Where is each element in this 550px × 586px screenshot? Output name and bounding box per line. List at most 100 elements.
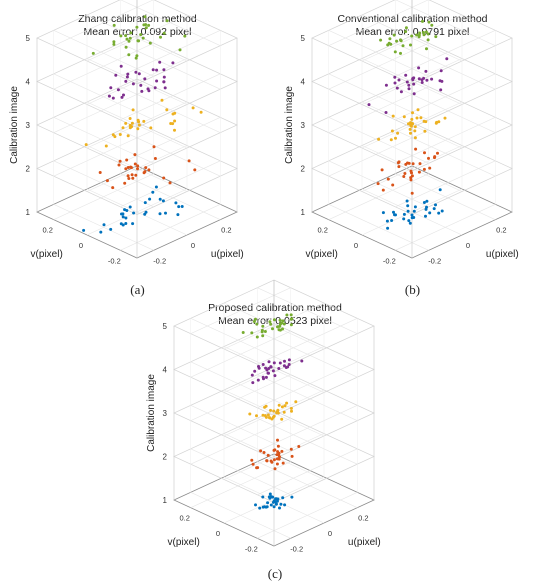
data-point [283,404,287,408]
data-point [268,320,272,324]
data-point [416,108,420,112]
data-point [158,212,162,216]
data-point [410,117,414,121]
data-point [180,205,184,208]
data-point [141,36,145,40]
data-point [130,125,134,129]
data-point [436,151,439,155]
data-point [261,334,265,338]
data-point [136,118,140,122]
data-point [130,121,134,125]
u-tick-label: -0.2 [153,256,166,265]
data-point [124,79,128,83]
data-point [278,506,281,510]
data-point [131,222,135,226]
data-point [281,461,285,465]
data-point [163,86,167,90]
data-point [443,116,447,120]
data-point [109,86,113,90]
data-point [275,457,279,461]
data-point [403,172,407,175]
data-point [123,181,127,185]
data-point [127,39,131,43]
data-point [162,68,166,72]
data-point [282,410,286,414]
u-tick-label: 0.2 [358,514,368,523]
data-point [411,77,415,81]
data-point [423,129,427,133]
data-point [134,56,138,60]
data-point [390,129,394,133]
data-point [99,230,103,234]
data-point [125,158,129,162]
data-point [129,31,133,35]
data-point [121,215,125,219]
data-point [160,98,164,102]
data-point [119,34,123,38]
data-point [91,51,95,55]
data-point [173,128,176,132]
data-point [139,83,143,87]
data-point [143,201,147,205]
data-point [397,165,401,169]
data-point [266,453,270,457]
data-point [112,23,116,27]
data-point [250,373,254,377]
data-point [388,37,392,41]
data-point [131,176,135,180]
data-point [121,126,125,130]
data-point [289,406,293,410]
data-point [143,170,147,174]
series-image-4 [250,358,304,385]
v-tick-label: 0 [79,241,83,250]
data-point [275,462,279,466]
z-tick-label: 2 [26,165,31,174]
data-point [263,330,267,333]
data-point [269,408,272,412]
data-point [111,186,115,190]
data-point [250,458,254,462]
data-point [270,417,274,421]
data-point [423,151,426,155]
data-point [289,447,293,451]
data-point [102,223,106,227]
data-point [413,205,417,209]
data-point [241,331,245,334]
data-point [391,114,395,118]
data-point [407,83,411,87]
data-point [424,30,428,34]
data-point [112,42,116,46]
data-point [121,223,125,227]
data-point [127,53,131,57]
data-point [407,122,410,126]
data-point [280,417,284,421]
data-point [155,68,159,72]
data-point [165,19,169,23]
series-image-5 [91,15,187,60]
data-point [251,462,255,466]
data-point [118,133,122,136]
data-point [394,136,397,140]
data-point [422,167,426,171]
data-point [434,121,438,125]
data-point [426,32,430,36]
data-point [127,177,131,180]
data-point [137,39,141,43]
data-point [168,181,172,185]
data-point [422,33,426,37]
data-point [137,72,141,76]
z-tick-label: 3 [26,121,31,130]
data-point [261,363,265,366]
data-point [393,50,397,54]
data-point [264,375,268,379]
v-tick-label: -0.2 [383,256,396,265]
data-point [294,400,298,404]
data-point [122,93,125,97]
u-tick-label: 0 [466,241,470,250]
data-point [409,178,413,182]
data-point [424,214,427,218]
data-point [434,203,437,207]
data-point [415,116,419,120]
data-point [290,409,293,413]
data-point [287,363,291,366]
